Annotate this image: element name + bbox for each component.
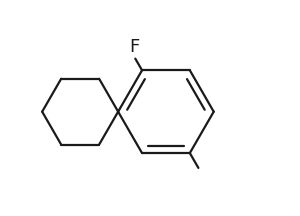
- Text: F: F: [129, 38, 139, 56]
